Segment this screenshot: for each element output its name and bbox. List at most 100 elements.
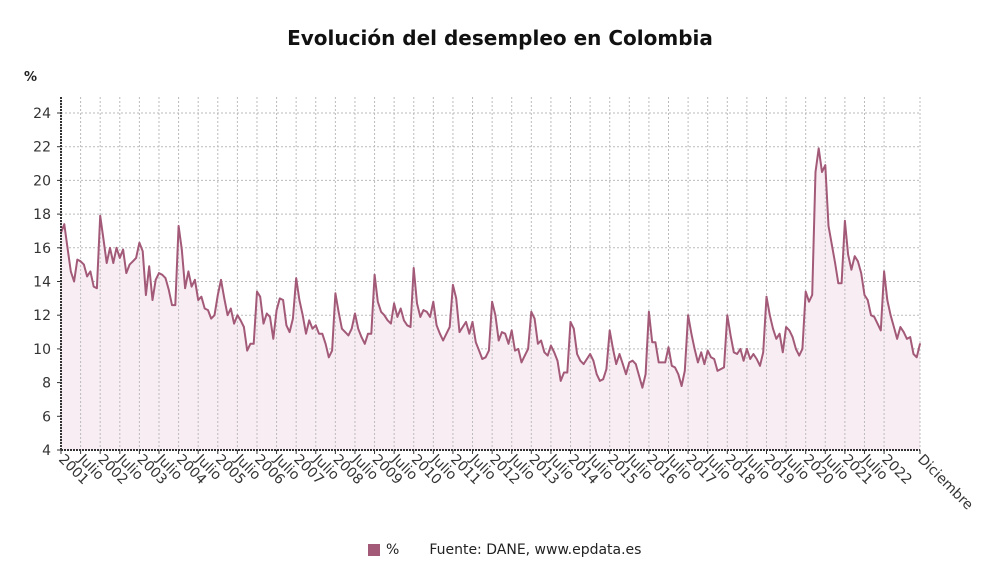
data-point (664, 361, 666, 364)
data-point (804, 290, 807, 293)
data-point (497, 339, 500, 342)
data-point (791, 336, 794, 338)
data-point (742, 359, 745, 362)
legend-series-label: % (386, 542, 400, 558)
data-point (899, 326, 902, 328)
data-point (141, 250, 144, 252)
data-point (769, 314, 771, 317)
data-point (563, 371, 565, 374)
data-point (128, 263, 131, 266)
data-point (282, 299, 284, 301)
data-point (674, 366, 676, 369)
data-point (550, 344, 552, 347)
data-point (749, 358, 751, 360)
data-point (217, 294, 219, 296)
data-point (66, 247, 69, 249)
data-point (416, 302, 418, 305)
data-point (713, 358, 715, 360)
data-point (328, 356, 330, 359)
data-point (83, 263, 85, 266)
data-point (814, 171, 817, 173)
data-point (468, 332, 471, 335)
data-point (762, 351, 764, 354)
data-point (706, 349, 709, 352)
data-point (399, 307, 402, 310)
data-point (533, 317, 536, 320)
y-tick-label: 20 (33, 173, 51, 189)
data-point (370, 332, 373, 335)
data-point (334, 292, 337, 295)
data-point (252, 343, 255, 345)
data-point (354, 312, 356, 315)
data-point (412, 267, 415, 269)
data-point (429, 316, 431, 318)
data-point (507, 343, 510, 345)
data-point (677, 373, 680, 376)
data-point (720, 368, 722, 370)
data-point (269, 316, 271, 318)
data-point (249, 343, 252, 345)
data-point (834, 262, 836, 264)
data-point (393, 302, 395, 305)
data-point (115, 247, 118, 249)
data-point (651, 341, 653, 344)
data-point (736, 353, 738, 355)
y-tick-label: 14 (33, 275, 51, 291)
data-point (190, 285, 193, 288)
data-point (452, 284, 454, 286)
data-point (321, 332, 324, 335)
y-tick-label: 12 (33, 308, 51, 324)
data-point (837, 282, 840, 285)
data-point (475, 341, 477, 344)
data-point (164, 277, 167, 279)
data-point (422, 309, 425, 311)
data-point (559, 380, 562, 382)
data-point (439, 332, 441, 335)
data-point (857, 260, 859, 263)
source-note: Fuente: DANE, www.epdata.es (429, 542, 642, 558)
y-tick-label: 8 (42, 376, 51, 392)
data-point (723, 366, 725, 369)
y-tick-label: 4 (42, 443, 51, 459)
data-point (364, 343, 366, 345)
data-point (684, 370, 686, 372)
data-point (458, 331, 461, 333)
data-point (311, 327, 314, 330)
data-point (76, 258, 79, 261)
data-point (380, 311, 382, 313)
chart-title: Evolución del desempleo en Colombia (287, 26, 713, 50)
data-point (102, 238, 105, 241)
data-point (233, 322, 235, 325)
data-point (831, 243, 833, 246)
data-point (435, 324, 438, 327)
data-point (478, 349, 480, 352)
data-point (654, 341, 657, 344)
data-point (527, 348, 529, 350)
data-point (230, 307, 232, 310)
data-point (853, 255, 856, 257)
data-point (808, 300, 810, 303)
data-point (396, 316, 399, 318)
data-point (383, 314, 386, 317)
data-point (618, 353, 621, 355)
data-point (690, 332, 693, 335)
data-point (465, 321, 467, 323)
data-point (693, 348, 696, 350)
data-point (491, 300, 493, 303)
data-point (154, 279, 157, 281)
data-point (644, 373, 647, 376)
data-point (566, 371, 569, 374)
data-point (765, 295, 768, 298)
data-point (746, 348, 748, 350)
data-point (79, 260, 82, 263)
data-point (628, 361, 631, 364)
data-point (906, 338, 908, 340)
data-point (373, 274, 376, 276)
data-point (168, 289, 170, 291)
data-point (432, 300, 435, 303)
data-point (305, 332, 307, 335)
data-point (279, 297, 281, 300)
data-point (775, 338, 778, 340)
data-point (288, 331, 291, 333)
data-point (703, 363, 706, 365)
